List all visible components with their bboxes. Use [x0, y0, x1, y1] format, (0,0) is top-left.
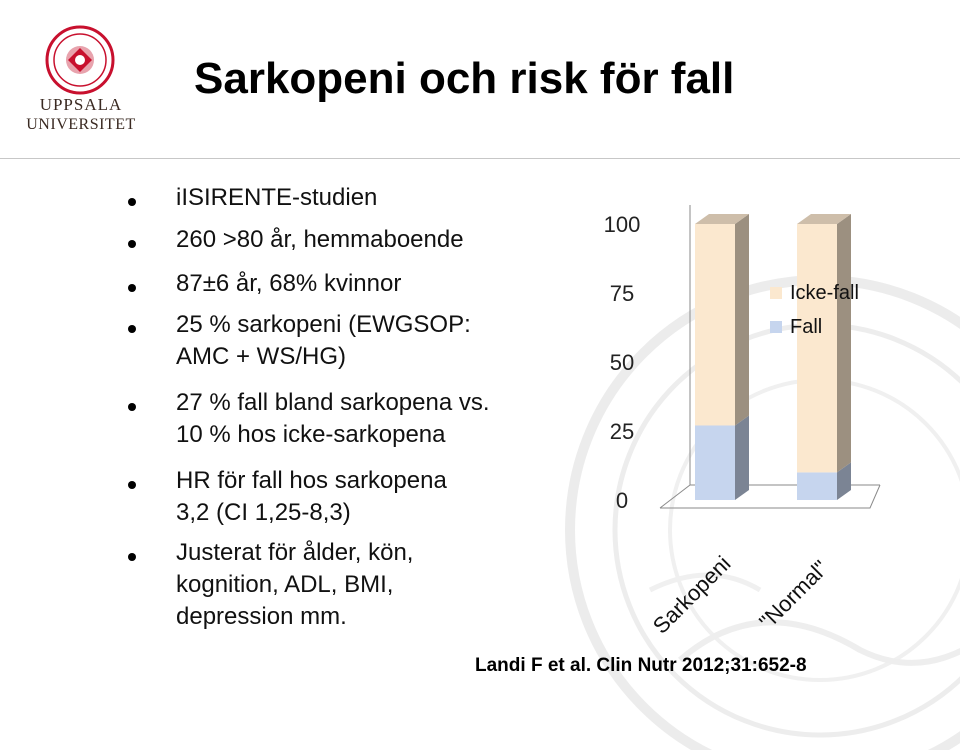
bar-side-face	[735, 214, 749, 426]
bullet-text: 260 >80 år, hemmaboende	[176, 226, 464, 253]
bullet-text: 25 % sarkopeni (EWGSOP:	[176, 311, 471, 338]
y-tick-label: 0	[616, 488, 628, 513]
bullet-dot-icon	[128, 481, 136, 489]
chart-side-wall	[659, 484, 691, 509]
y-tick-label: 100	[604, 212, 641, 237]
citation: Landi F et al. Clin Nutr 2012;31:652-8	[475, 655, 807, 676]
bullet-text: HR för fall hos sarkopena	[176, 467, 447, 494]
bullet-text: 87±6 år, 68% kvinnor	[176, 270, 402, 297]
bar-top-face	[695, 214, 749, 224]
title-divider	[0, 158, 960, 159]
bullet-dot-icon	[128, 240, 136, 248]
bullet-text: kognition, ADL, BMI,	[176, 571, 394, 598]
bullet-text: 10 % hos icke-sarkopena	[176, 421, 446, 448]
bullet-list: iISIRENTE-studien 260 >80 år, hemmaboende…	[128, 184, 490, 630]
bullet-dot-icon	[128, 403, 136, 411]
bullet-dot-icon	[128, 553, 136, 561]
bar-segment-fall-0	[695, 425, 735, 500]
bar-segment-fall-1	[797, 472, 837, 500]
bar-side-face	[837, 214, 851, 473]
bullet-text: 27 % fall bland sarkopena vs.	[176, 389, 490, 416]
bullet-dot-icon	[128, 325, 136, 333]
uppsala-university-logo	[45, 25, 115, 95]
legend-swatch	[770, 287, 782, 299]
bar-side-face	[837, 462, 851, 500]
category-label: "Normal"	[754, 555, 833, 634]
y-tick-label: 25	[610, 419, 634, 444]
legend-swatch	[770, 321, 782, 333]
bullet-text: iISIRENTE-studien	[176, 184, 378, 211]
page-title: Sarkopeni och risk för fall	[194, 54, 735, 103]
chart-floor	[660, 484, 881, 509]
bar-top-face	[797, 214, 851, 224]
bullet-text: AMC + WS/HG)	[176, 343, 347, 370]
bar-side-face	[735, 415, 749, 500]
legend-label: Icke-fall	[790, 282, 859, 304]
bar-segment-icke-fall-1	[797, 224, 837, 473]
logo-wordmark-uppsala: UPPSALA	[39, 95, 123, 114]
bar-segment-icke-fall-0	[695, 224, 735, 426]
y-tick-label: 50	[610, 350, 634, 375]
stacked-bar-chart: 0 25 50 75 100 Sarkopeni "Normal" Icke-fall Fall	[604, 205, 881, 639]
bullet-text: 3,2 (CI 1,25-8,3)	[176, 499, 351, 526]
legend-label: Fall	[790, 316, 822, 338]
bullet-text: Justerat för ålder, kön,	[176, 539, 414, 566]
bullet-dot-icon	[128, 198, 136, 206]
bullet-text: depression mm.	[176, 603, 347, 630]
category-label: Sarkopeni	[648, 551, 736, 639]
logo-wordmark-universitet: UNIVERSITET	[26, 116, 136, 133]
y-tick-label: 75	[610, 281, 634, 306]
bullet-dot-icon	[128, 284, 136, 292]
